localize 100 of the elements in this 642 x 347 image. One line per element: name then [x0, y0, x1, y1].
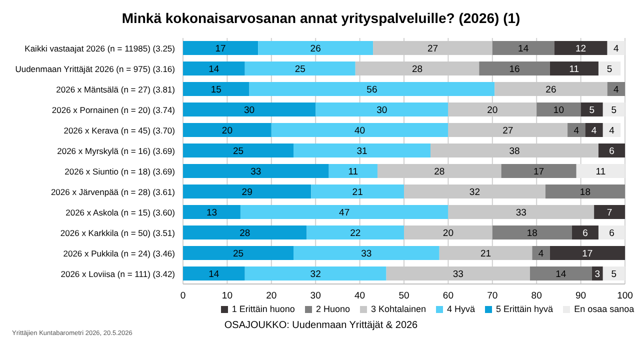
data-label: 11	[348, 166, 358, 178]
data-label: 17	[215, 43, 226, 54]
data-label: 15	[210, 84, 222, 96]
data-label: 4	[574, 125, 580, 136]
bar	[492, 226, 572, 240]
bar	[576, 164, 625, 178]
bar	[306, 226, 404, 240]
bar	[554, 41, 608, 55]
bar	[183, 205, 240, 219]
data-label: 17	[534, 166, 544, 178]
data-label: 25	[232, 146, 244, 157]
data-label: 26	[310, 43, 321, 54]
y-tick-label: 2026 x Askola (n = 15) (3.60)	[66, 207, 176, 218]
bar	[316, 102, 448, 116]
data-label: 40	[354, 125, 366, 136]
data-label: 32	[469, 186, 480, 198]
bar	[545, 184, 625, 198]
x-tick-label: 80	[531, 290, 542, 302]
x-tick-label: 10	[222, 290, 232, 302]
data-label: 5	[611, 104, 617, 116]
data-label: 29	[242, 186, 252, 198]
data-label: 56	[366, 84, 378, 96]
data-label: 4	[614, 84, 619, 96]
bar	[183, 102, 316, 116]
x-tick-label: 100	[617, 290, 633, 302]
data-label: 4	[614, 43, 619, 54]
bar	[602, 266, 625, 280]
data-label: 14	[518, 43, 529, 54]
data-label: 6	[609, 228, 614, 239]
y-tick-label: Uudenmaan Yrittäjät 2026 (n = 975) (3.16)	[15, 64, 176, 74]
bar	[183, 144, 294, 158]
bar	[249, 82, 495, 96]
bar	[536, 102, 581, 116]
data-label: 11	[569, 64, 580, 75]
data-label: 20	[222, 125, 232, 136]
bar	[183, 41, 258, 55]
bar	[550, 246, 625, 260]
data-label: 7	[606, 207, 612, 218]
data-label: 33	[250, 166, 262, 178]
data-label: 13	[206, 207, 218, 218]
bar	[607, 82, 625, 96]
bar	[311, 184, 404, 198]
data-label: 28	[240, 228, 250, 239]
bar	[183, 82, 250, 96]
bar	[594, 205, 625, 219]
bar	[328, 164, 378, 178]
data-label: 22	[350, 228, 361, 239]
bar	[271, 123, 448, 137]
data-label: 28	[412, 64, 423, 75]
bar	[568, 123, 586, 137]
y-tick-label: 2026 x Pornainen (n = 20) (3.74)	[52, 104, 176, 115]
x-tick-label: 30	[310, 290, 321, 302]
bar	[532, 246, 550, 260]
bar	[244, 266, 386, 280]
bar	[598, 62, 621, 76]
data-label: 21	[480, 248, 492, 260]
legend-label: 5 Erittäin hyvä	[496, 304, 554, 314]
bar	[598, 226, 625, 240]
x-tick-label: 20	[266, 290, 277, 302]
bar	[183, 123, 272, 137]
legend-label: 3 Kohtalainen	[370, 304, 426, 314]
y-tick-label: 2026 x Mäntsälä (n = 27) (3.81)	[56, 84, 176, 94]
data-label: 27	[427, 43, 438, 54]
bar	[183, 266, 245, 280]
data-label: 18	[526, 228, 538, 239]
y-tick-label: 2026 x Myrskylä (n = 16) (3.69)	[57, 146, 176, 156]
bar	[585, 123, 603, 137]
data-label: 20	[487, 104, 498, 116]
data-label: 47	[339, 207, 350, 218]
data-label: 14	[208, 268, 220, 280]
y-tick-label: Kaikki vastaajat 2026 (n = 11985) (3.25)	[24, 43, 176, 54]
bar	[244, 62, 356, 76]
data-label: 33	[361, 248, 372, 260]
data-label: 28	[434, 166, 445, 178]
data-label: 5	[611, 268, 617, 280]
data-label: 25	[294, 64, 306, 75]
bar	[183, 62, 245, 76]
data-label: 5	[606, 64, 612, 75]
bar	[183, 226, 307, 240]
data-label: 14	[556, 268, 566, 280]
data-label: 4	[538, 248, 544, 260]
legend-label: En osaa sanoa	[574, 304, 634, 314]
bar	[294, 144, 431, 158]
bar	[492, 41, 554, 55]
data-label: 26	[546, 84, 556, 96]
data-label: 3	[594, 268, 600, 280]
y-tick-label: 2026 x Kerava (n = 45) (3.70)	[64, 125, 176, 136]
x-tick-label: 70	[487, 290, 498, 302]
y-tick-label: 2026 x Siuntio (n = 18) (3.69)	[64, 166, 176, 176]
text: OSAJOUKKO: Uudenmaan Yrittäjät & 2026	[223, 320, 419, 331]
bar	[580, 102, 603, 116]
data-label: 18	[580, 186, 591, 198]
x-tick-label: 50	[398, 290, 410, 302]
data-label: 4	[609, 125, 614, 136]
data-label: 10	[553, 104, 564, 116]
data-label: 17	[582, 248, 593, 260]
bar	[607, 41, 625, 55]
bar	[602, 102, 625, 116]
data-label: 30	[376, 104, 388, 116]
data-label: 12	[576, 43, 586, 54]
